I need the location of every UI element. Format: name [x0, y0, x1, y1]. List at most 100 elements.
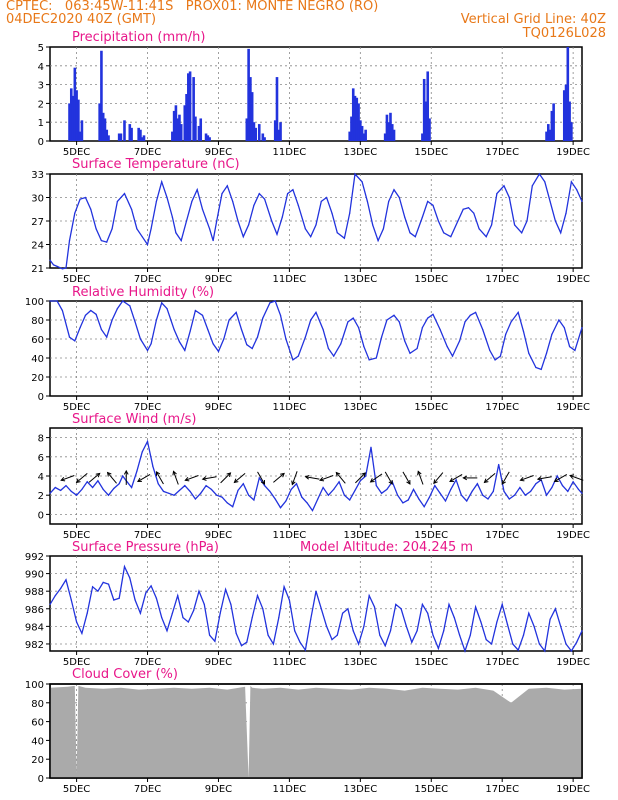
series-point [269, 490, 271, 492]
series-point [207, 328, 209, 331]
series-point [180, 239, 182, 242]
y-tick-label: 100 [25, 680, 44, 691]
series-point [581, 630, 583, 632]
y-tick-label: 986 [25, 605, 44, 616]
precip-bar [568, 101, 571, 141]
x-tick-label: 15DEC [414, 274, 448, 285]
series-point [533, 625, 535, 627]
series-point [570, 181, 572, 183]
series-point [68, 336, 71, 338]
precip-bar [71, 95, 75, 141]
wind-arrow [88, 473, 101, 483]
series-point [166, 196, 168, 199]
series-point [421, 327, 423, 329]
series-point [276, 233, 278, 235]
series-point [381, 492, 383, 494]
precip-bar [73, 67, 77, 141]
series-point [421, 216, 423, 218]
series-point [139, 338, 142, 340]
series-point [412, 488, 415, 491]
precip-bar [364, 129, 367, 141]
wind-arrow-head [335, 471, 341, 477]
series-point [366, 200, 369, 203]
series-point [178, 341, 181, 343]
series-point [118, 597, 120, 599]
y-tick-label: 984 [25, 622, 44, 633]
x-tick-label: 15DEC [414, 147, 448, 158]
y-tick-label: 100 [25, 297, 44, 308]
series-point [492, 490, 494, 492]
series-point [544, 650, 546, 652]
series-point [201, 208, 204, 210]
wind-arrow [291, 471, 298, 485]
precip-bar [172, 110, 176, 141]
series-point [146, 243, 149, 246]
precip-bar [171, 131, 174, 141]
series-point [581, 200, 583, 203]
series-point [475, 606, 477, 608]
series-point [118, 483, 120, 485]
precip-bar [275, 77, 279, 141]
precip-bar [140, 137, 144, 141]
series-point [267, 634, 269, 636]
precip-bar [257, 124, 261, 141]
series-point [100, 328, 103, 331]
x-tick-label: 9DEC [205, 784, 232, 795]
series-point [379, 634, 381, 636]
wind-arrow [257, 471, 265, 485]
series-point [184, 485, 186, 487]
precip-bar [178, 114, 181, 141]
series-point [501, 603, 503, 605]
precip-bar [387, 122, 391, 141]
series-point [565, 643, 567, 645]
y-tick-label: 20 [31, 373, 44, 384]
series-point [512, 643, 514, 645]
plot-frame [49, 46, 583, 142]
series-point [242, 236, 244, 238]
series-point [561, 485, 564, 487]
series-point [95, 228, 97, 230]
precip-bar [552, 103, 555, 141]
series-point [226, 185, 228, 187]
series-point [61, 309, 64, 312]
series-point [349, 212, 351, 214]
series-point [427, 317, 429, 319]
wind-arrow [305, 476, 320, 480]
series-point [74, 340, 76, 342]
series-point [540, 368, 542, 370]
wind-arrow [355, 472, 366, 484]
y-tick-label: 2 [38, 99, 44, 110]
precip-bar [566, 47, 570, 141]
x-tick-label: 19DEC [556, 274, 590, 285]
series-point [453, 616, 455, 619]
series-point [150, 228, 152, 230]
wind-arrow-head [369, 478, 375, 483]
x-tick-label: 9DEC [205, 274, 232, 285]
wind-arrow-head [519, 476, 525, 482]
series-point [74, 212, 76, 214]
precip-bar [137, 127, 140, 141]
y-tick-label: 0 [38, 137, 44, 148]
series-point [223, 338, 225, 340]
precip-bar [75, 90, 78, 141]
series-point [274, 498, 276, 500]
series-point [421, 603, 423, 605]
x-tick-label: 13DEC [343, 784, 377, 795]
wind-arrow-head [501, 479, 506, 485]
series-point [446, 346, 448, 348]
series-point [216, 494, 218, 496]
series-point [61, 268, 64, 270]
wind-arrow [484, 473, 496, 483]
series-point [81, 488, 83, 491]
series-point [310, 236, 312, 238]
series-point [122, 475, 124, 477]
series-point [377, 239, 379, 242]
series-point [84, 196, 87, 199]
x-tick-label: 5DEC [63, 530, 90, 541]
series-point [544, 181, 546, 183]
precip-bar [350, 116, 353, 141]
series-point [122, 300, 124, 302]
series-point [201, 314, 204, 316]
wind-arrow-head [536, 476, 542, 481]
series-point [437, 220, 439, 222]
